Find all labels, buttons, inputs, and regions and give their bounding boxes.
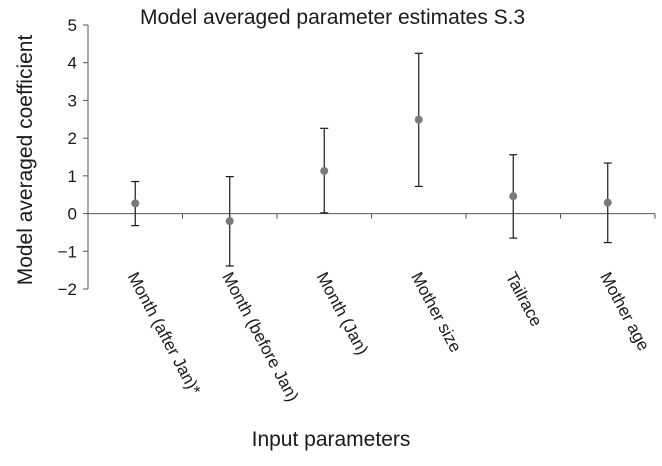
y-tick-label: −2 xyxy=(58,280,77,299)
y-tick-label: 0 xyxy=(68,205,77,224)
y-tick-label: 5 xyxy=(68,16,77,35)
x-tick-label: Month (before Jan) xyxy=(218,269,302,405)
y-tick-label: 1 xyxy=(68,167,77,186)
data-point xyxy=(603,198,612,207)
y-tick-label: 2 xyxy=(68,129,77,148)
chart-title: Model averaged parameter estimates S.3 xyxy=(140,6,526,29)
data-point xyxy=(509,192,518,201)
x-axis-label: Input parameters xyxy=(251,428,411,451)
data-point xyxy=(320,166,329,175)
data-point xyxy=(131,199,140,208)
data-point xyxy=(414,115,423,124)
y-axis-label: Model averaged coefficient xyxy=(14,34,37,286)
x-tick-label: Tailrace xyxy=(502,269,546,330)
x-tick-label: Month (after Jan)* xyxy=(124,269,205,398)
y-tick-label: 3 xyxy=(68,91,77,110)
x-tick-label: Mother age xyxy=(596,269,653,354)
y-tick-label: 4 xyxy=(68,54,77,73)
data-point xyxy=(225,217,234,226)
y-tick-label: −1 xyxy=(58,242,77,261)
x-tick-label: Month (Jan) xyxy=(313,269,372,358)
x-tick-label: Mother size xyxy=(407,269,465,356)
